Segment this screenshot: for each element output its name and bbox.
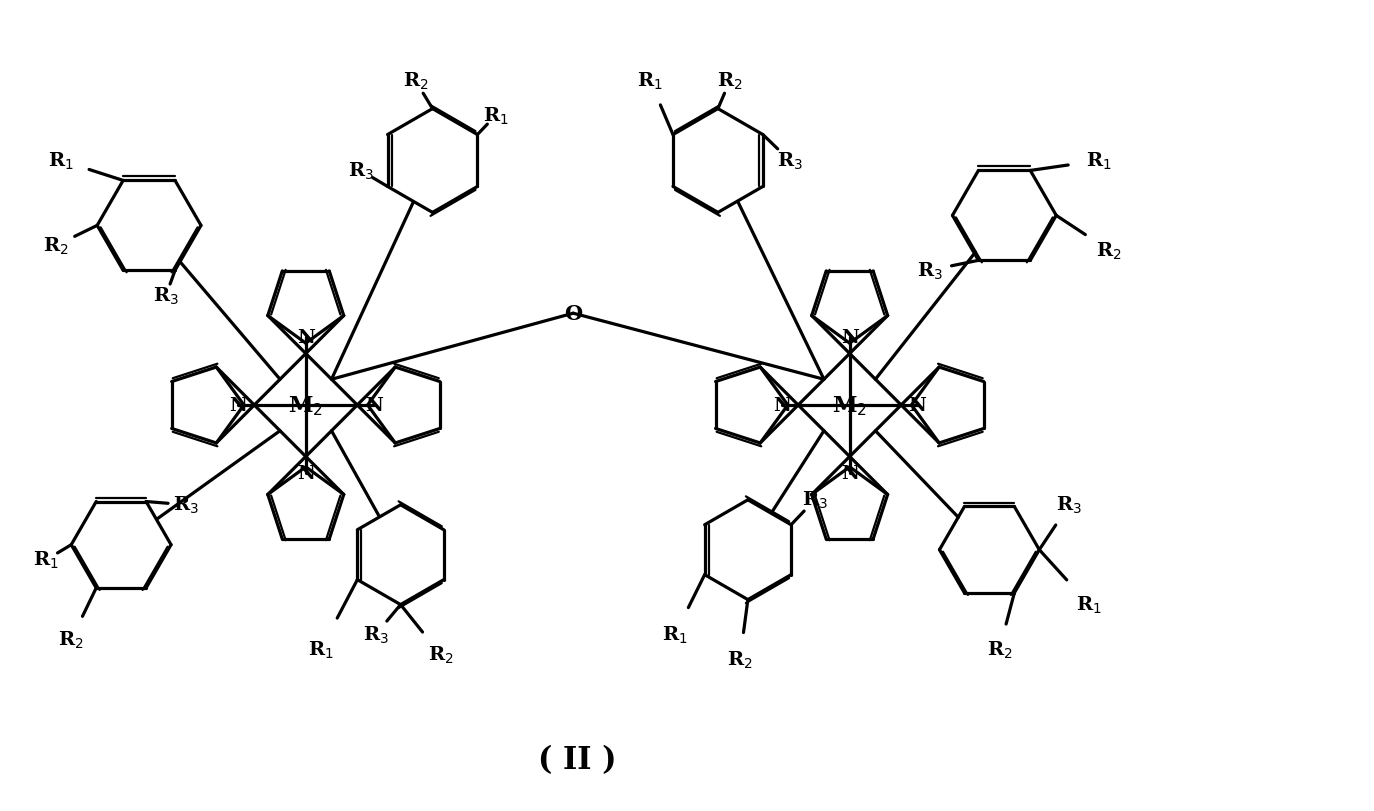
Text: R$_3$: R$_3$ [802, 490, 827, 511]
Text: R$_2$: R$_2$ [59, 629, 84, 650]
Text: N: N [364, 397, 382, 414]
Text: ( II ): ( II ) [539, 744, 617, 775]
Text: M$_2$: M$_2$ [289, 393, 323, 418]
Text: R$_2$: R$_2$ [717, 71, 743, 92]
Text: R$_3$: R$_3$ [1057, 495, 1083, 516]
Text: R$_1$: R$_1$ [48, 151, 74, 172]
Text: N: N [908, 397, 926, 414]
Text: R$_2$: R$_2$ [427, 644, 453, 665]
Text: R$_2$: R$_2$ [1096, 240, 1123, 262]
Text: R$_2$: R$_2$ [987, 639, 1013, 660]
Text: R$_3$: R$_3$ [173, 495, 199, 516]
Text: R$_3$: R$_3$ [348, 161, 374, 182]
Text: R$_2$: R$_2$ [403, 71, 429, 92]
Text: R$_2$: R$_2$ [727, 649, 753, 671]
Text: O: O [565, 304, 583, 324]
Text: R$_3$: R$_3$ [363, 624, 389, 646]
Text: N: N [772, 397, 791, 414]
Text: R$_1$: R$_1$ [482, 105, 508, 127]
Text: R$_3$: R$_3$ [776, 151, 802, 172]
Text: N: N [229, 397, 247, 414]
Text: R$_1$: R$_1$ [308, 639, 334, 660]
Text: N: N [297, 464, 315, 483]
Text: M$_2$: M$_2$ [833, 393, 867, 418]
Text: R$_1$: R$_1$ [1087, 151, 1112, 172]
Text: N: N [841, 464, 859, 483]
Text: R$_3$: R$_3$ [153, 285, 179, 307]
Text: R$_1$: R$_1$ [638, 71, 664, 92]
Text: R$_3$: R$_3$ [916, 260, 943, 281]
Text: N: N [297, 328, 315, 347]
Text: R$_1$: R$_1$ [33, 549, 59, 571]
Text: R$_1$: R$_1$ [662, 624, 688, 646]
Text: R$_1$: R$_1$ [1076, 594, 1102, 616]
Text: R$_2$: R$_2$ [44, 235, 69, 256]
Text: N: N [841, 328, 859, 347]
